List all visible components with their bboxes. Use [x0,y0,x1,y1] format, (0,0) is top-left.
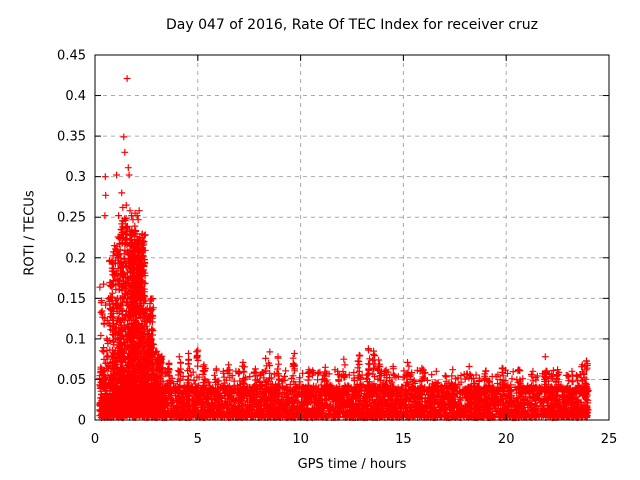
plot-border-and-ticks [94,54,610,421]
x-tick-label: 25 [601,432,618,447]
y-tick-label: 0.45 [57,49,86,64]
tick-labels: 0 5 10 15 20 25 0 0.05 0.1 0.15 0.2 0.25 0.3 0.35 0.4 0… [57,49,617,448]
scatter-points [96,75,592,421]
y-tick-label: 0.05 [57,373,86,388]
y-tick-label: 0 [78,414,86,429]
chart-title: Day 047 of 2016, Rate Of TEC Index for r… [165,17,539,33]
y-tick-label: 0.3 [65,170,86,185]
y-tick-label: 0.35 [57,130,86,145]
x-tick-label: 20 [498,432,515,447]
x-tick-label: 0 [91,432,99,447]
y-tick-label: 0.1 [65,332,86,347]
y-tick-label: 0.2 [65,251,86,266]
y-tick-label: 0.4 [65,89,86,104]
x-axis-label: GPS time / hours [297,457,407,472]
grid-lines [95,55,609,420]
x-tick-label: 10 [292,432,309,447]
x-tick-label: 5 [194,432,202,447]
y-tick-label: 0.15 [57,292,86,307]
y-tick-label: 0.25 [57,211,86,226]
x-tick-label: 15 [395,432,412,447]
